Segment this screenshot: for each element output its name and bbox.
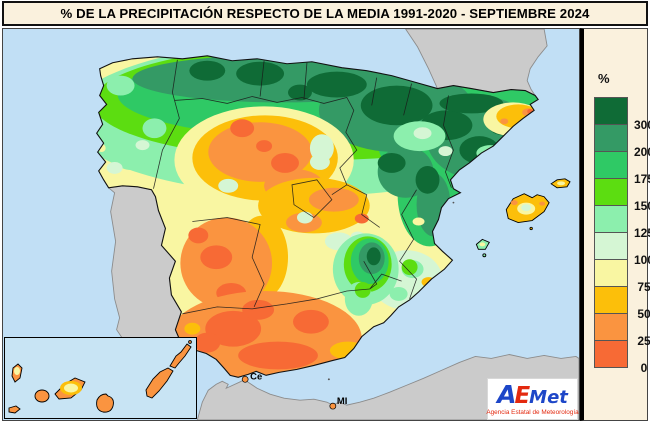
cabrera-island <box>529 226 533 231</box>
legend-swatch-200 <box>594 124 628 152</box>
precipitation-map-panel: Ce MI <box>2 28 580 421</box>
legend-swatch-125 <box>594 205 628 233</box>
logo-letters-met: Met <box>529 387 568 408</box>
melilla-label: MI <box>337 396 348 407</box>
spain-coastline <box>96 55 539 378</box>
la-gomera-island <box>34 389 50 403</box>
legend-swatch-50 <box>594 286 628 314</box>
legend-swatch-175 <box>594 151 628 179</box>
content-area: Ce MI <box>2 28 650 421</box>
logo-letter-a: A <box>497 380 517 409</box>
aemet-logo-subtitle: Agencia Estatal de Meteorología <box>486 409 579 416</box>
africa-landmass <box>196 354 579 420</box>
iberia-map: Ce MI <box>96 29 579 420</box>
la-graciosa-islet <box>188 340 192 344</box>
legend-tick-150: 150 <box>633 199 650 213</box>
legend-swatch-0 <box>594 340 628 368</box>
legend-swatch-300 <box>594 97 628 125</box>
legend-tick-0: 0 <box>640 361 648 375</box>
legend-swatch-100 <box>594 232 628 260</box>
columbretes-islet <box>452 201 455 204</box>
legend-tick-75: 75 <box>637 280 650 294</box>
legend-swatch-25 <box>594 313 628 341</box>
legend-tick-50: 50 <box>637 307 650 321</box>
aemet-logo: A E Met Agencia Estatal de Meteorología <box>486 378 579 420</box>
gran-canaria-island <box>96 393 114 413</box>
el-hierro-island <box>8 405 21 414</box>
legend-tick-200: 200 <box>633 145 650 159</box>
region-borders <box>153 59 454 315</box>
alboran-islet <box>327 378 330 381</box>
legend-swatch-75 <box>594 259 628 287</box>
neighboring-land <box>107 29 579 420</box>
formentera-island <box>482 253 487 258</box>
melilla-marker <box>329 402 337 410</box>
lanzarote-island <box>169 343 192 369</box>
legend-tick-300: 300 <box>633 118 650 132</box>
aemet-logo-word: A E Met <box>497 382 568 408</box>
fuerteventura-island <box>145 367 174 399</box>
legend-tick-175: 175 <box>633 172 650 186</box>
legend-color-scale <box>594 97 628 368</box>
balearic-islands <box>475 178 571 258</box>
legend-tick-25: 25 <box>637 334 650 348</box>
map-title: % DE LA PRECIPITACIÓN RESPECTO DE LA MED… <box>2 1 648 26</box>
city-markers: Ce MI <box>241 371 348 410</box>
logo-letter-e: E <box>514 383 531 409</box>
ceuta-marker <box>241 375 249 383</box>
canary-islands-map <box>8 340 192 414</box>
legend-swatch-150 <box>594 178 628 206</box>
legend-tick-100: 100 <box>633 253 650 267</box>
legend-unit-label: % <box>598 71 610 86</box>
ceuta-label: Ce <box>250 371 262 382</box>
legend-tick-125: 125 <box>633 226 650 240</box>
legend-panel: % 300 200 175 150 125 100 75 50 25 0 <box>580 28 650 421</box>
canary-islands-inset <box>4 337 197 419</box>
